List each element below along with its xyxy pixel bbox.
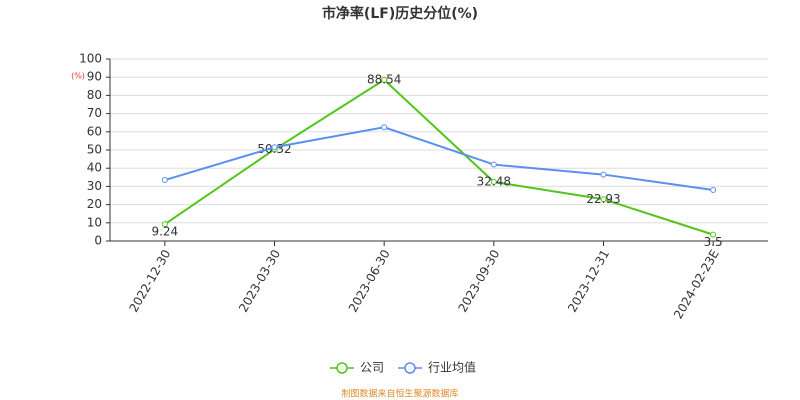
y-unit: (%): [71, 72, 85, 81]
y-tick-label: 80: [87, 88, 102, 102]
point: [710, 187, 717, 194]
data-label: 32.48: [477, 174, 511, 188]
y-tick-label: 0: [94, 234, 102, 248]
legend-label: 行业均值: [428, 360, 476, 375]
source-note: 制图数据来自恒生聚源数据库: [341, 388, 458, 400]
data-label: 3.5: [704, 235, 723, 249]
x-tick-label: 2023-06-30: [346, 247, 393, 314]
x-tick-label: 2023-12-31: [565, 247, 612, 314]
y-tick-label: 30: [87, 179, 102, 193]
chart-title: 市净率(LF)历史分位(%): [322, 5, 478, 22]
x-tick-label: 2023-03-30: [236, 247, 283, 314]
point: [490, 161, 497, 168]
legend-marker: [336, 362, 348, 374]
point: [381, 76, 388, 83]
y-tick-label: 20: [87, 197, 102, 211]
point: [600, 171, 607, 178]
y-tick-label: 90: [87, 70, 102, 84]
y-tick-label: 100: [79, 52, 102, 66]
data-label: 88.54: [367, 72, 401, 86]
data-label: 9.24: [151, 225, 178, 239]
y-tick-label: 40: [87, 161, 102, 175]
series-line: [164, 78, 714, 236]
y-tick-label: 10: [87, 215, 102, 229]
series-line: [164, 126, 714, 192]
point: [381, 124, 388, 131]
point: [271, 144, 278, 151]
legend-marker: [404, 362, 416, 374]
legend-label: 公司: [360, 361, 384, 375]
point: [600, 196, 607, 203]
point: [161, 177, 168, 184]
y-tick-label: 60: [87, 124, 102, 138]
x-tick-label: 2022-12-30: [126, 247, 173, 314]
y-tick-label: 50: [87, 143, 102, 157]
point: [161, 221, 168, 228]
point: [490, 178, 497, 185]
x-tick-label: 2024-02-23E: [671, 247, 722, 321]
x-tick-label: 2023-09-30: [455, 247, 502, 314]
point: [710, 231, 717, 238]
y-tick-label: 70: [87, 106, 102, 120]
data-label: 22.93: [586, 192, 620, 206]
